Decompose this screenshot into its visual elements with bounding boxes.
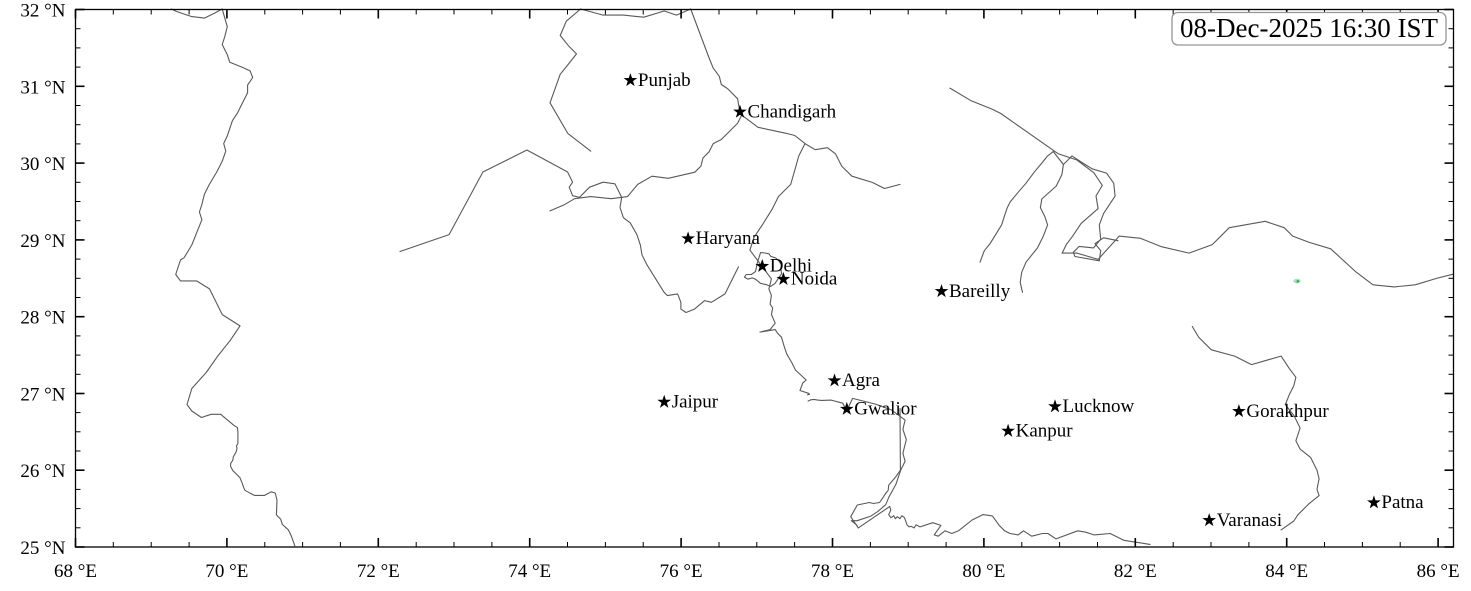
- svg-text:08-Dec-2025 16:30 IST: 08-Dec-2025 16:30 IST: [1180, 13, 1438, 43]
- svg-text:Bareilly: Bareilly: [949, 281, 1011, 302]
- svg-text:78 °E: 78 °E: [811, 561, 854, 582]
- svg-text:68 °E: 68 °E: [54, 561, 97, 582]
- svg-text:Kanpur: Kanpur: [1016, 421, 1074, 442]
- svg-text:80 °E: 80 °E: [962, 561, 1005, 582]
- svg-text:Chandigarh: Chandigarh: [748, 101, 837, 122]
- svg-text:28 °N: 28 °N: [20, 308, 65, 329]
- svg-text:82 °E: 82 °E: [1114, 561, 1157, 582]
- svg-text:32 °N: 32 °N: [20, 1, 65, 22]
- svg-text:Agra: Agra: [842, 370, 881, 391]
- svg-text:76 °E: 76 °E: [660, 561, 703, 582]
- svg-text:29 °N: 29 °N: [20, 231, 65, 252]
- svg-text:72 °E: 72 °E: [357, 561, 400, 582]
- svg-text:30 °N: 30 °N: [20, 154, 65, 175]
- svg-text:Noida: Noida: [791, 269, 838, 290]
- svg-text:Haryana: Haryana: [696, 228, 761, 249]
- svg-text:Gorakhpur: Gorakhpur: [1246, 401, 1329, 422]
- svg-text:70 °E: 70 °E: [205, 561, 248, 582]
- svg-text:86 °E: 86 °E: [1417, 561, 1460, 582]
- svg-text:Gwalior: Gwalior: [854, 399, 917, 420]
- svg-text:31 °N: 31 °N: [20, 77, 65, 98]
- svg-text:25 °N: 25 °N: [20, 538, 65, 559]
- svg-text:84 °E: 84 °E: [1265, 561, 1308, 582]
- svg-text:Patna: Patna: [1381, 492, 1424, 513]
- svg-text:Punjab: Punjab: [638, 70, 691, 91]
- svg-text:26 °N: 26 °N: [20, 461, 65, 482]
- svg-text:Jaipur: Jaipur: [672, 392, 719, 413]
- svg-text:27 °N: 27 °N: [20, 385, 65, 406]
- svg-text:Lucknow: Lucknow: [1063, 396, 1135, 417]
- svg-text:74 °E: 74 °E: [508, 561, 551, 582]
- svg-text:Varanasi: Varanasi: [1217, 510, 1282, 531]
